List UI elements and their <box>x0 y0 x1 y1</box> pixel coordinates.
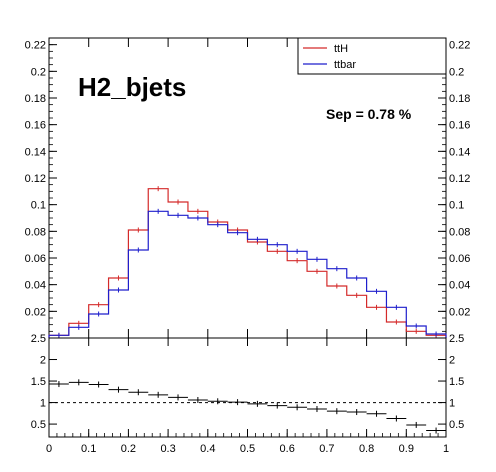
y-tick-label-left: 0.06 <box>25 253 46 265</box>
y-tick-label-right: 0.14 <box>449 146 470 158</box>
ratio-y-tick-label-right: 0.5 <box>449 419 464 431</box>
y-tick-label-right: 0.06 <box>449 253 470 265</box>
x-tick-label: 0.4 <box>200 443 215 455</box>
y-tick-label-right: 0.02 <box>449 306 470 318</box>
ratio-y-tick-label-left: 1.5 <box>31 376 46 388</box>
y-tick-label-right: 0.08 <box>449 226 470 238</box>
y-tick-label-right: 0.1 <box>449 200 464 212</box>
x-tick-label: 0.9 <box>399 443 414 455</box>
ratio-panel: 0.5 0.51 11.5 1.52 22.5 2.50 0.1 0.2 0.3 0.4 0.5 0.… <box>31 333 465 455</box>
x-tick-label: 0.1 <box>81 443 96 455</box>
ratio-y-tick-label-left: 2.5 <box>31 333 46 345</box>
y-tick-label-right: 0.12 <box>449 173 470 185</box>
x-tick-label: 0.7 <box>319 443 334 455</box>
legend: ttH ttbar <box>298 38 446 74</box>
x-tick-label: 0.5 <box>240 443 255 455</box>
y-tick-label-left: 0.22 <box>25 40 46 52</box>
x-tick-label: 0 <box>46 443 52 455</box>
x-tick-label: 0.6 <box>280 443 295 455</box>
x-tick-label: 1 <box>443 443 449 455</box>
y-tick-label-right: 0.16 <box>449 120 470 132</box>
legend-label-ttbar: ttbar <box>334 59 356 71</box>
y-tick-label-right: 0.2 <box>449 66 464 78</box>
y-tick-label-right: 0.18 <box>449 93 470 105</box>
chart-title: H2_bjets <box>78 72 186 102</box>
x-tick-label: 0.2 <box>121 443 136 455</box>
ratio-plot-frame <box>49 338 446 437</box>
x-tick-label: 0.3 <box>160 443 175 455</box>
y-tick-label-left: 0.04 <box>25 280 46 292</box>
y-tick-label-left: 0.1 <box>31 200 46 212</box>
ratio-y-tick-label-left: 1 <box>40 398 46 410</box>
y-tick-label-left: 0.14 <box>25 146 46 158</box>
ratio-y-tick-label-right: 2 <box>449 355 455 367</box>
legend-label-ttH: ttH <box>334 43 348 55</box>
ratio-y-tick-label-left: 2 <box>40 355 46 367</box>
ratio-y-tick-label-right: 1.5 <box>449 376 464 388</box>
y-tick-label-left: 0.2 <box>31 66 46 78</box>
y-tick-label-right: 0.04 <box>449 280 470 292</box>
y-tick-label-right: 0.22 <box>449 40 470 52</box>
y-tick-label-left: 0.12 <box>25 173 46 185</box>
y-tick-label-left: 0.02 <box>25 306 46 318</box>
y-tick-label-left: 0.08 <box>25 226 46 238</box>
ratio-y-tick-label-left: 0.5 <box>31 419 46 431</box>
series-line-ttH <box>49 189 446 338</box>
y-tick-label-left: 0.18 <box>25 93 46 105</box>
ratio-y-tick-label-right: 2.5 <box>449 333 464 345</box>
x-tick-label: 0.8 <box>359 443 374 455</box>
y-tick-label-left: 0.16 <box>25 120 46 132</box>
ratio-y-tick-label-right: 1 <box>449 398 455 410</box>
separation-annotation: Sep = 0.78 % <box>326 106 412 122</box>
legend-frame <box>298 38 446 74</box>
